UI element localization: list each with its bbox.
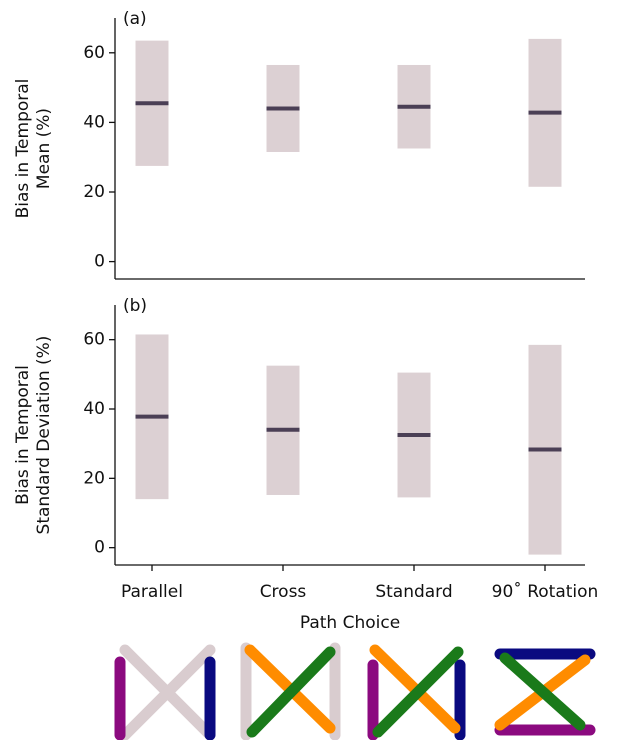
y-tick-label: 20 <box>83 468 105 488</box>
panel-label: (b) <box>123 296 147 316</box>
y-axis-label: Mean (%) <box>34 108 54 189</box>
y-axis-label: Bias in Temporal <box>13 79 33 219</box>
y-tick-label: 40 <box>83 399 105 419</box>
icon-rotation <box>494 648 596 736</box>
y-tick-label: 60 <box>83 330 105 350</box>
icon-cross <box>240 642 341 741</box>
x-axis-label: Path Choice <box>300 613 400 633</box>
x-tick-label: Parallel <box>121 582 183 602</box>
path-icons <box>114 642 596 741</box>
x-tick-label: 90˚ Rotation <box>492 581 599 602</box>
y-tick-label: 40 <box>83 112 105 132</box>
icon-standard <box>367 644 466 741</box>
y-tick-label: 60 <box>83 43 105 63</box>
icon-parallel <box>114 644 216 741</box>
y-axis-label: Standard Deviation (%) <box>34 336 54 535</box>
x-tick-label: Cross <box>260 582 307 602</box>
y-tick-label: 0 <box>94 538 105 558</box>
y-tick-label: 20 <box>83 182 105 202</box>
y-tick-label: 0 <box>94 252 105 272</box>
panel-label: (a) <box>123 9 147 29</box>
x-tick-label: Standard <box>375 582 452 602</box>
y-axis-label: Bias in Temporal <box>13 365 33 505</box>
